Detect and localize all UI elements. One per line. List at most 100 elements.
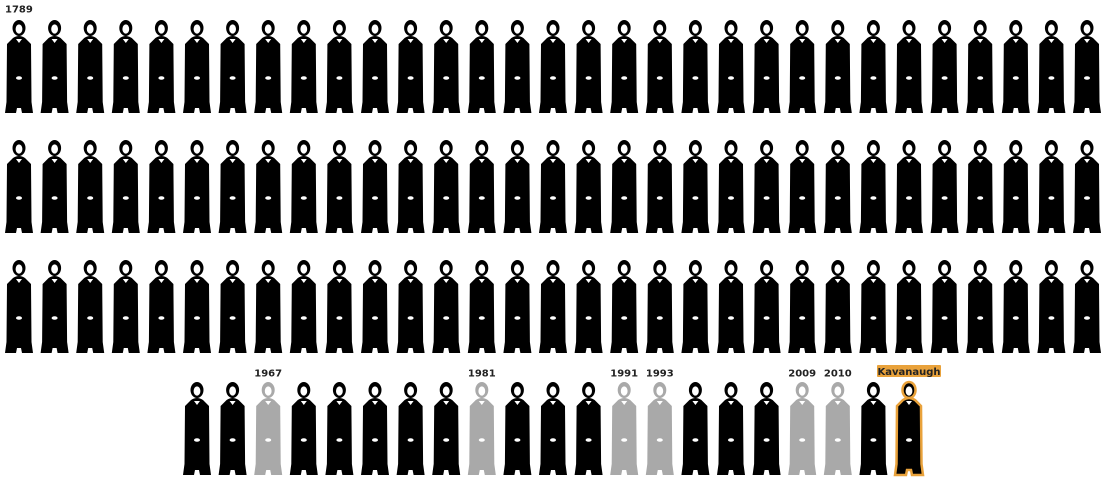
- justice-figure: [717, 382, 745, 475]
- justice-figure: [717, 140, 745, 233]
- justice-figure: [574, 382, 603, 475]
- justice-figure: [1073, 20, 1101, 113]
- justice-figure: [966, 140, 995, 233]
- justice-figure: [183, 260, 211, 353]
- justice-figure: [467, 140, 496, 233]
- justice-figure: [40, 20, 69, 113]
- justice-figure: [325, 260, 354, 353]
- justice-figure: [574, 20, 603, 113]
- justice-figure: [1037, 140, 1066, 233]
- year-label: 1993: [646, 369, 674, 380]
- justice-figure: [396, 260, 425, 353]
- justice-figure: [183, 382, 211, 475]
- justice-figure: [432, 20, 461, 113]
- justice-figure: [895, 260, 923, 353]
- justice-figure: [5, 20, 33, 113]
- justice-figure: [5, 140, 33, 233]
- highlight-badge: [877, 365, 941, 377]
- justice-figure: [930, 260, 959, 353]
- justice-figure: [467, 382, 496, 475]
- justice-figure: [645, 20, 674, 113]
- justice-figure: [467, 260, 496, 353]
- justice-figure: [823, 382, 852, 475]
- justice-figure: [325, 140, 354, 233]
- justice-figure: [254, 382, 283, 475]
- justice-figure: [432, 260, 461, 353]
- justice-figure: [859, 20, 888, 113]
- justice-figure: [76, 20, 105, 113]
- justice-figure: [289, 382, 318, 475]
- justice-figure: [254, 260, 283, 353]
- justice-figure: [859, 140, 888, 233]
- justice-figure: [432, 382, 461, 475]
- year-label: 1991: [610, 369, 638, 380]
- justice-figure: [788, 260, 817, 353]
- year-label: 2009: [788, 369, 816, 380]
- justice-figure: [218, 382, 247, 475]
- justice-figure: [1001, 140, 1030, 233]
- justice-figure: [432, 140, 461, 233]
- year-label: 1981: [468, 369, 496, 380]
- justice-figure: [752, 260, 781, 353]
- justice-figure: [717, 260, 745, 353]
- justice-figure: [893, 380, 925, 477]
- justice-figure: [823, 260, 852, 353]
- justice-figure: [361, 140, 389, 233]
- justice-figure: [396, 20, 425, 113]
- justice-figure: [1073, 140, 1101, 233]
- justice-figure: [361, 260, 389, 353]
- justice-figure: [788, 20, 817, 113]
- justice-figure: [361, 20, 389, 113]
- year-label: 2010: [824, 369, 852, 380]
- justice-figure: [76, 140, 105, 233]
- justice-figure: [823, 20, 852, 113]
- year-label: 1967: [254, 369, 282, 380]
- justice-figure: [610, 382, 639, 475]
- justice-figure: [254, 20, 283, 113]
- justice-figure: [966, 20, 995, 113]
- justice-figure: [503, 140, 532, 233]
- justice-figure: [574, 140, 603, 233]
- justice-figure: [111, 260, 140, 353]
- justice-figure: [966, 260, 995, 353]
- justice-figure: [895, 20, 923, 113]
- justice-figure: [147, 20, 176, 113]
- justice-figure: [218, 260, 247, 353]
- justice-figure: [610, 260, 639, 353]
- justice-figure: [859, 260, 888, 353]
- justice-figure: [539, 140, 567, 233]
- justice-figure: [503, 260, 532, 353]
- justice-figure: [396, 140, 425, 233]
- justice-figure: [1037, 260, 1066, 353]
- justice-figure: [218, 140, 247, 233]
- justice-figure: [147, 140, 176, 233]
- justice-figure: [40, 260, 69, 353]
- justice-figure: [1073, 260, 1101, 353]
- justice-figure: [289, 260, 318, 353]
- justice-figure: [610, 20, 639, 113]
- justice-figure: [503, 20, 532, 113]
- justice-figure: [645, 140, 674, 233]
- justice-figure: [752, 140, 781, 233]
- year-label: 1789: [5, 5, 33, 16]
- justice-figure: [183, 140, 211, 233]
- justice-figure: [645, 382, 674, 475]
- labels: 1789 1967 1981 1991 1993 2009 2010 Kavanaugh: [5, 5, 941, 380]
- justice-figure: [681, 382, 710, 475]
- justice-figure: [1001, 20, 1030, 113]
- justice-figure: [859, 382, 888, 475]
- justice-figure: [40, 140, 69, 233]
- justice-figure: [823, 140, 852, 233]
- justice-figure: [111, 140, 140, 233]
- justice-figure: [361, 382, 389, 475]
- justice-figure: [788, 382, 817, 475]
- justice-figure: [788, 140, 817, 233]
- justice-figure: [610, 140, 639, 233]
- justice-figure: [752, 20, 781, 113]
- highlight-label: Kavanaugh: [877, 367, 940, 378]
- justice-figure: [218, 20, 247, 113]
- justice-figure: [183, 20, 211, 113]
- justice-figure: [503, 382, 532, 475]
- justice-figure: [254, 140, 283, 233]
- justice-figure: [76, 260, 105, 353]
